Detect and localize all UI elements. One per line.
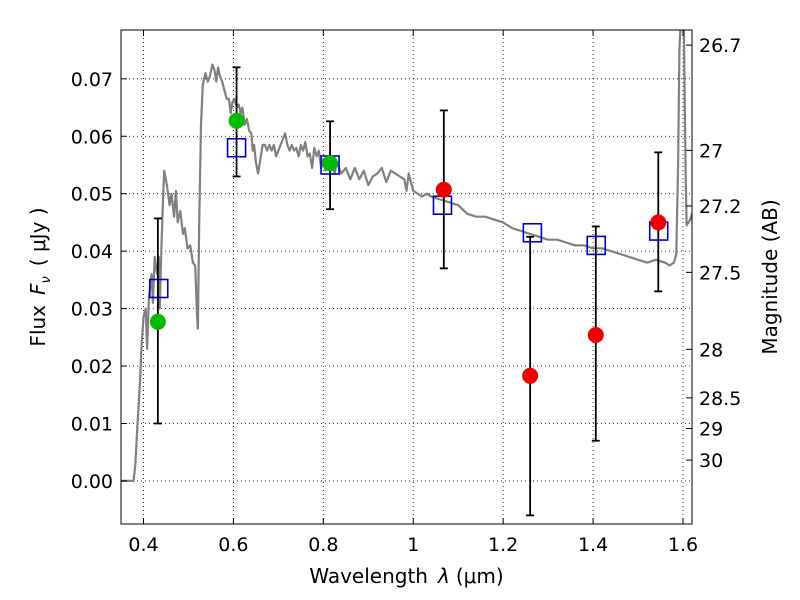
model-photometry-square: [586, 235, 607, 256]
y-tick-label: 0.06: [71, 126, 113, 148]
model-photometry-square: [148, 278, 169, 299]
x-axis-label: Wavelength λ (μm): [309, 564, 503, 588]
x-tick-label: 1.6: [668, 534, 698, 556]
plot-frame: [120, 29, 693, 525]
x-tick-label: 1.4: [578, 534, 608, 556]
data-point: [149, 313, 166, 330]
x-tick-label: 1: [407, 534, 419, 556]
data-point: [435, 181, 452, 198]
errorbars: [153, 66, 663, 517]
data-point: [322, 155, 339, 172]
mag-tick-label: 30: [699, 450, 723, 472]
data-markers: [148, 112, 669, 384]
y-tick-label: 0.03: [71, 299, 113, 321]
x-tick-label: 1.2: [488, 534, 518, 556]
x-tick-label: 0.8: [308, 534, 338, 556]
grid: [121, 30, 692, 524]
mag-tick-label: 27.2: [699, 196, 741, 218]
model-photometry-square: [522, 222, 543, 243]
y2-axis-label: Magnitude (AB): [758, 199, 782, 354]
data-point: [522, 367, 539, 384]
x-tick-label: 0.4: [128, 534, 158, 556]
data-point: [587, 327, 604, 344]
mag-tick-label: 27: [699, 140, 723, 162]
model-photometry-square: [226, 137, 247, 158]
y-axis-label: FluxFν( μJy ): [26, 207, 54, 346]
y-tick-label: 0.01: [71, 413, 113, 435]
y-tick-label: 0.05: [71, 184, 113, 206]
model-spectrum-line: [682, 30, 692, 227]
model-spectrum: [121, 30, 692, 482]
y-tick-label: 0.04: [71, 241, 113, 263]
mag-tick-label: 28.5: [699, 388, 741, 410]
mag-tick-label: 27.5: [699, 262, 741, 284]
data-point: [650, 214, 667, 231]
y-tick-label: 0.07: [71, 69, 113, 91]
mag-tick-label: 26.7: [699, 35, 741, 57]
ticks: 0.4 0.6 0.8 1 1.2 1.4 1.6 0.00 0.01 0.02 0.03 0.04 0…: [71, 30, 741, 556]
y-tick-label: 0.00: [71, 471, 113, 493]
mag-tick-label: 28: [699, 339, 723, 361]
mag-tick-label: 29: [699, 419, 723, 441]
y-tick-label: 0.02: [71, 356, 113, 378]
model-spectrum-line: [121, 30, 682, 482]
x-tick-label: 0.6: [218, 534, 248, 556]
data-point: [228, 112, 245, 129]
